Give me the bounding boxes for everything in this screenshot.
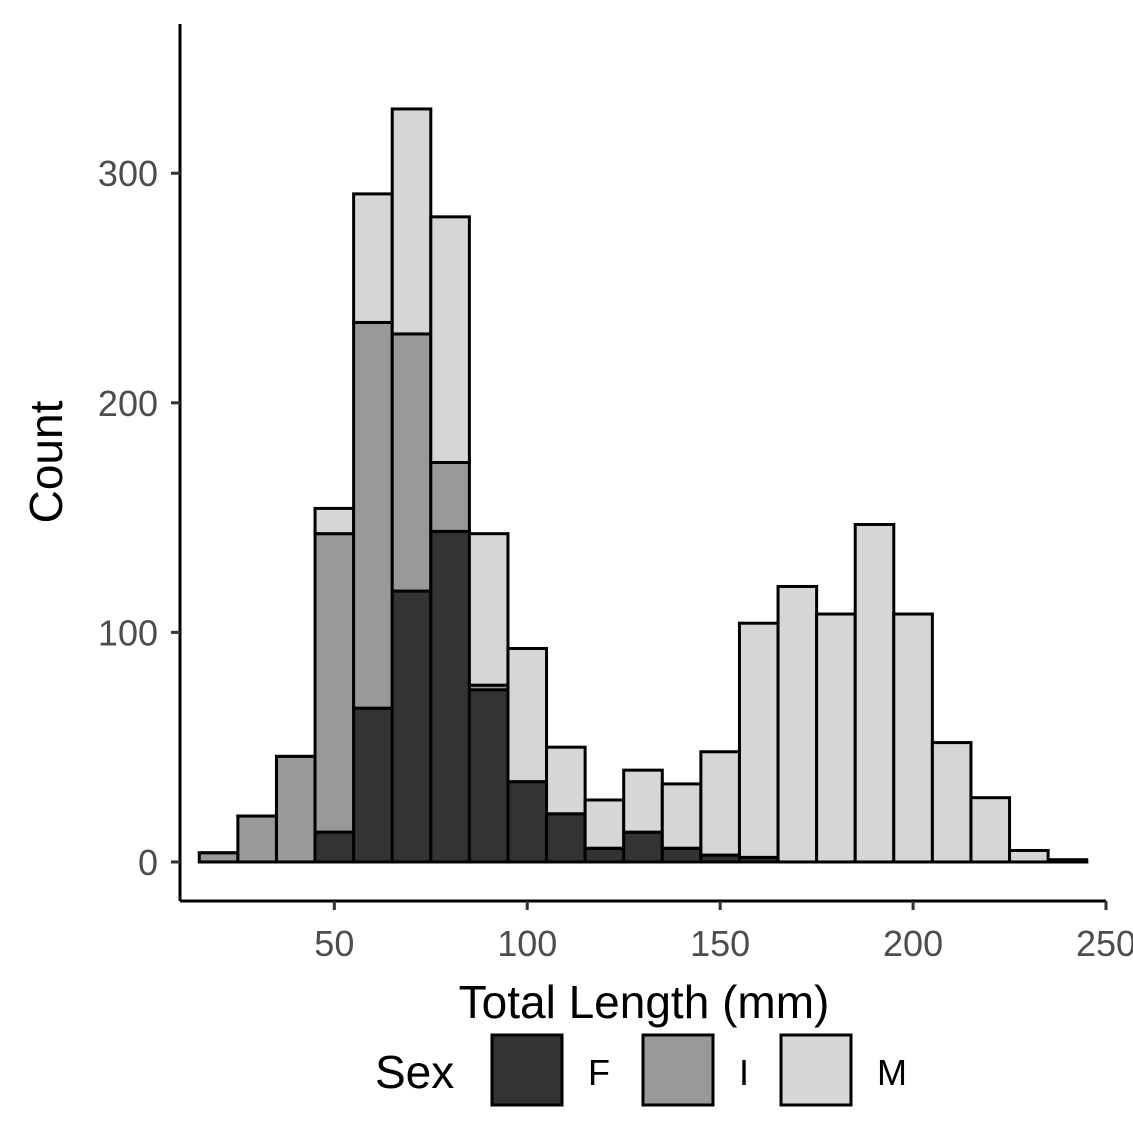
x-tick-label-100: 100 [497, 923, 557, 964]
y-tick-label-200: 200 [98, 383, 158, 424]
legend-label-F: F [588, 1052, 610, 1093]
legend-key-M [779, 1033, 853, 1107]
bar-M-180 [815, 612, 857, 864]
bars-layer [197, 107, 1089, 864]
bar-F-110 [545, 812, 587, 864]
bar-M-190 [853, 522, 896, 864]
legend-label-M: M [877, 1052, 907, 1093]
bar-I-60 [352, 320, 394, 710]
bar-F-130 [622, 830, 664, 864]
bar-I-80 [429, 461, 471, 533]
bar-M-240 [1046, 858, 1089, 864]
ticks-layer: 50 100 150 200 250 0 100 200 300 [98, 153, 1133, 964]
bar-M-230 [1008, 848, 1050, 864]
bar-M-150 [699, 750, 741, 857]
bar-I-50 [313, 532, 356, 834]
bar-M-110 [545, 745, 587, 816]
bar-F-60 [352, 706, 394, 864]
x-tick-label-250: 250 [1076, 923, 1133, 964]
bar-I-70 [390, 332, 433, 593]
x-axis-title: Total Length (mm) [459, 976, 830, 1028]
bar-F-90 [467, 688, 510, 864]
bar-F-100 [506, 780, 549, 864]
bar-M-210 [930, 741, 973, 864]
bar-M-220 [969, 796, 1012, 864]
bar-F-50 [313, 830, 356, 864]
bar-M-160 [737, 621, 780, 859]
bar-M-70 [390, 107, 433, 336]
bar-M-130 [622, 768, 664, 834]
y-tick-label-0: 0 [138, 842, 158, 883]
legend: Sex F I M [375, 1033, 907, 1107]
x-tick-label-150: 150 [690, 923, 750, 964]
y-tick-label-300: 300 [98, 153, 158, 194]
bar-F-140 [660, 846, 703, 864]
bar-I-30 [236, 814, 278, 864]
bar-M-170 [776, 584, 819, 864]
legend-key-I [641, 1033, 715, 1107]
legend-label-I: I [739, 1052, 749, 1093]
bar-M-200 [892, 612, 934, 864]
x-tick-label-200: 200 [883, 923, 943, 964]
bar-M-100 [506, 646, 549, 784]
bar-I-40 [274, 754, 317, 864]
bar-M-140 [660, 782, 703, 850]
legend-title: Sex [375, 1046, 454, 1098]
x-tick-label-50: 50 [314, 923, 354, 964]
bar-M-60 [352, 192, 394, 324]
bar-F-80 [429, 529, 471, 864]
bar-F-120 [583, 846, 626, 864]
y-axis-title: Count [20, 400, 72, 523]
bar-M-90 [467, 532, 510, 687]
bar-M-80 [429, 215, 471, 464]
bar-F-70 [390, 589, 433, 864]
legend-key-F [490, 1033, 564, 1107]
bar-M-120 [583, 798, 626, 850]
bar-M-50 [313, 506, 356, 536]
y-tick-label-100: 100 [98, 612, 158, 653]
